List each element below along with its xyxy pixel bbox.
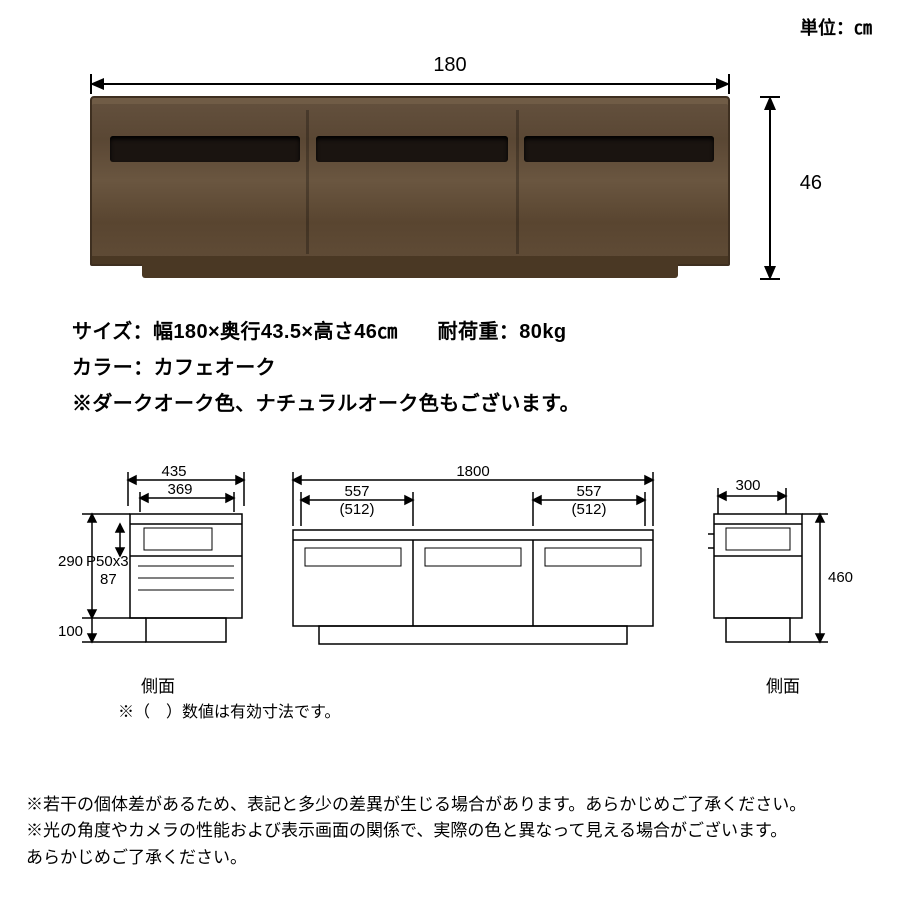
size-value: 幅180×奥行43.5×高さ46㎝ bbox=[153, 321, 398, 343]
dim-upper-shelf: 87 bbox=[100, 571, 117, 588]
footer-note-1: ※若干の個体差があるため、表記と多少の差異が生じる場合があります。あらかじめご了… bbox=[26, 792, 874, 818]
hero-width-arrow bbox=[90, 74, 730, 94]
dim-outer-depth: 435 bbox=[161, 466, 186, 480]
drawer-slot-2 bbox=[316, 136, 508, 162]
spec-block: サイズ：幅180×奥行43.5×高さ46㎝ 耐荷重：80kg カラー：カフェオー… bbox=[72, 314, 580, 422]
footer-note-3: あらかじめご了承ください。 bbox=[26, 845, 874, 871]
tech-left-label: 側面 bbox=[58, 672, 258, 697]
availability-note: ※ダークオーク色、ナチュラルオーク色もございます。 bbox=[72, 386, 580, 422]
tech-side-right: 300 460 側面 bbox=[708, 466, 858, 697]
dim-base-height: 100 bbox=[58, 623, 83, 640]
tech-side-left: 435 369 290 P50x3 87 100 側面 bbox=[58, 466, 258, 697]
panel-divider bbox=[306, 110, 309, 254]
hero-width-dimension: 180 bbox=[90, 60, 810, 96]
dim-section-eff-r: (512) bbox=[571, 501, 606, 518]
hero-height-arrow bbox=[760, 96, 780, 280]
capacity-value: 80kg bbox=[519, 321, 566, 343]
dim-outer-width: 1800 bbox=[456, 466, 489, 480]
color-label: カラー： bbox=[72, 357, 154, 379]
tvboard-illustration bbox=[90, 96, 730, 266]
drawer-slot-1 bbox=[110, 136, 300, 162]
tech-front: 1800 557 (512) 557 (512) bbox=[273, 466, 673, 666]
drawer-slot-3 bbox=[524, 136, 714, 162]
dim-section-eff-l: (512) bbox=[339, 501, 374, 518]
effective-dimension-note: ※（ ）数値は有効寸法です。 bbox=[118, 698, 340, 722]
technical-drawings: 435 369 290 P50x3 87 100 側面 bbox=[48, 466, 858, 716]
hero-height-value: 46 bbox=[800, 172, 822, 195]
dim-right-height: 460 bbox=[828, 569, 853, 586]
dim-inner-depth: 369 bbox=[167, 481, 192, 498]
size-label: サイズ： bbox=[72, 321, 153, 343]
footer-note-2: ※光の角度やカメラの性能および表示画面の関係で、実際の色と異なって見える場合がご… bbox=[26, 818, 874, 844]
hero-height-dimension: 46 bbox=[750, 96, 820, 280]
panel-divider bbox=[516, 110, 519, 254]
dim-pitch: P50x3 bbox=[86, 553, 129, 570]
footer-notes: ※若干の個体差があるため、表記と多少の差異が生じる場合があります。あらかじめご了… bbox=[26, 792, 874, 871]
dim-section-w-r: 557 bbox=[576, 483, 601, 500]
capacity-label: 耐荷重： bbox=[438, 321, 520, 343]
tech-right-label: 側面 bbox=[708, 672, 858, 697]
dim-right-depth: 300 bbox=[735, 477, 760, 494]
color-value: カフェオーク bbox=[154, 357, 276, 379]
unit-label: 単位：㎝ bbox=[800, 14, 872, 40]
dim-front-height: 290 bbox=[58, 553, 83, 570]
dim-section-w-l: 557 bbox=[344, 483, 369, 500]
hero-diagram: 180 46 bbox=[90, 60, 810, 266]
